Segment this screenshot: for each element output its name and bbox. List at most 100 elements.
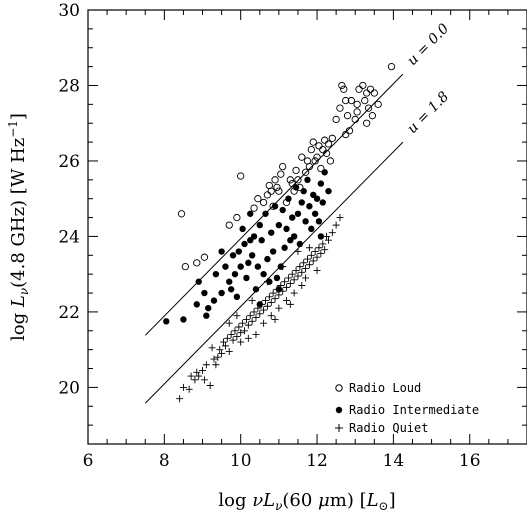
radio-quiet-point (328, 229, 336, 237)
radio-loud-point (364, 104, 373, 112)
radio-quiet-point (305, 261, 313, 269)
radio-loud-point (347, 96, 356, 105)
radio-quiet-point (279, 287, 287, 295)
radio-quiet-point (284, 274, 292, 282)
radio-intermediate-point (279, 206, 286, 214)
radio-loud-point (233, 213, 241, 222)
radio-loud-point (355, 85, 363, 93)
radio-loud-point (336, 104, 344, 112)
radio-loud-point (273, 183, 281, 192)
radio-intermediate-point (210, 297, 218, 304)
radio-loud-point (340, 85, 348, 93)
radio-quiet-point (305, 244, 313, 252)
radio-intermediate-point (317, 180, 325, 187)
radio-intermediate-point (268, 229, 275, 236)
radio-loud-point (200, 253, 209, 261)
radio-intermediate-point (258, 237, 265, 244)
radio-quiet-point (313, 253, 321, 261)
radio-intermediate-point (311, 210, 319, 217)
radio-intermediate-point (248, 252, 256, 259)
radio-quiet-point (187, 372, 195, 380)
radio-loud-point (305, 162, 314, 171)
radio-intermediate-point (260, 270, 267, 278)
radio-quiet-point (244, 321, 252, 329)
radio-intermediate-point (245, 259, 252, 267)
y-tick-label: 22 (58, 303, 80, 323)
radio-quiet-point (267, 312, 275, 320)
x-tick-label: 16 (459, 451, 481, 471)
radio-loud-point (317, 164, 325, 173)
radio-quiet-point (294, 248, 302, 256)
radio-quiet-point (231, 327, 239, 335)
radio-intermediate-point (304, 176, 311, 184)
radio-quiet-point (225, 348, 233, 356)
legend-label: Radio Loud (349, 381, 421, 395)
radio-loud-point (311, 157, 319, 165)
radio-intermediate-point (271, 203, 279, 210)
radio-intermediate-point (275, 221, 283, 229)
radio-quiet-point (290, 276, 298, 284)
radio-quiet-point (185, 385, 193, 393)
radio-intermediate-point (233, 293, 241, 301)
radio-quiet-point (271, 295, 279, 303)
radio-quiet-point (332, 221, 340, 229)
radio-quiet-point (248, 297, 256, 305)
radio-quiet-point (260, 306, 268, 314)
radio-quiet-point (260, 319, 268, 327)
radio-intermediate-point (201, 289, 208, 297)
radio-intermediate-point (294, 210, 302, 217)
radio-quiet-point (273, 285, 281, 293)
radio-loud-point (225, 221, 233, 229)
y-axis-label: log Lν(4.8 GHz) [W Hz−1] (6, 113, 31, 341)
radio-quiet-point (324, 236, 332, 244)
radio-loud-point (277, 170, 285, 178)
radio-loud-point (363, 119, 371, 127)
radio-quiet-point (267, 298, 275, 306)
radio-quiet-point (227, 331, 235, 339)
radio-quiet-point (206, 382, 214, 390)
radio-intermediate-point (290, 233, 298, 240)
radio-intermediate-point (321, 169, 328, 176)
radio-intermediate-point (218, 289, 225, 297)
radio-quiet-point (279, 263, 287, 271)
radio-loud-point (267, 187, 275, 195)
legend-item-radio-quiet: Radio Quiet (335, 421, 428, 435)
radio-intermediate-point (315, 218, 323, 225)
radio-quiet-point (275, 291, 283, 299)
radio-loud-point (193, 259, 201, 267)
radio-intermediate-point (222, 263, 229, 270)
radio-quiet-point (176, 395, 184, 403)
radio-loud-point (254, 195, 262, 203)
radio-quiet-point (315, 244, 323, 252)
radio-loud-point (298, 153, 306, 161)
radio-quiet-point (248, 317, 256, 325)
radio-intermediate-point (241, 240, 248, 248)
radio-quiet-point (199, 366, 207, 374)
radio-quiet-point (244, 334, 252, 342)
radio-loud-point (361, 96, 369, 105)
y-tick-label: 26 (58, 152, 80, 172)
radio-loud-point (366, 85, 375, 93)
radio-quiet-point (321, 246, 329, 254)
radio-loud-point (292, 166, 300, 175)
radio-loud-point (294, 176, 302, 184)
radio-loud-point (368, 112, 377, 120)
x-tick-label: 10 (230, 451, 252, 471)
radio-intermediate-point (163, 318, 170, 325)
radio-quiet-point (294, 272, 302, 280)
radio-loud-point (286, 176, 294, 184)
radio-quiet-point (239, 319, 247, 327)
radio-quiet-point (271, 315, 279, 323)
radio-loud-point (374, 100, 382, 108)
radio-quiet-point (298, 281, 306, 289)
radio-intermediate-point (237, 263, 244, 270)
radio-intermediate-point (325, 187, 332, 195)
radio-intermediate-point (269, 248, 277, 255)
radio-intermediate-point (212, 270, 220, 278)
y-tick-label: 30 (58, 1, 80, 21)
radio-quiet-point (202, 361, 210, 369)
radio-intermediate-point (302, 218, 309, 225)
radio-quiet-point (225, 319, 233, 327)
radio-intermediate-point (264, 255, 271, 263)
